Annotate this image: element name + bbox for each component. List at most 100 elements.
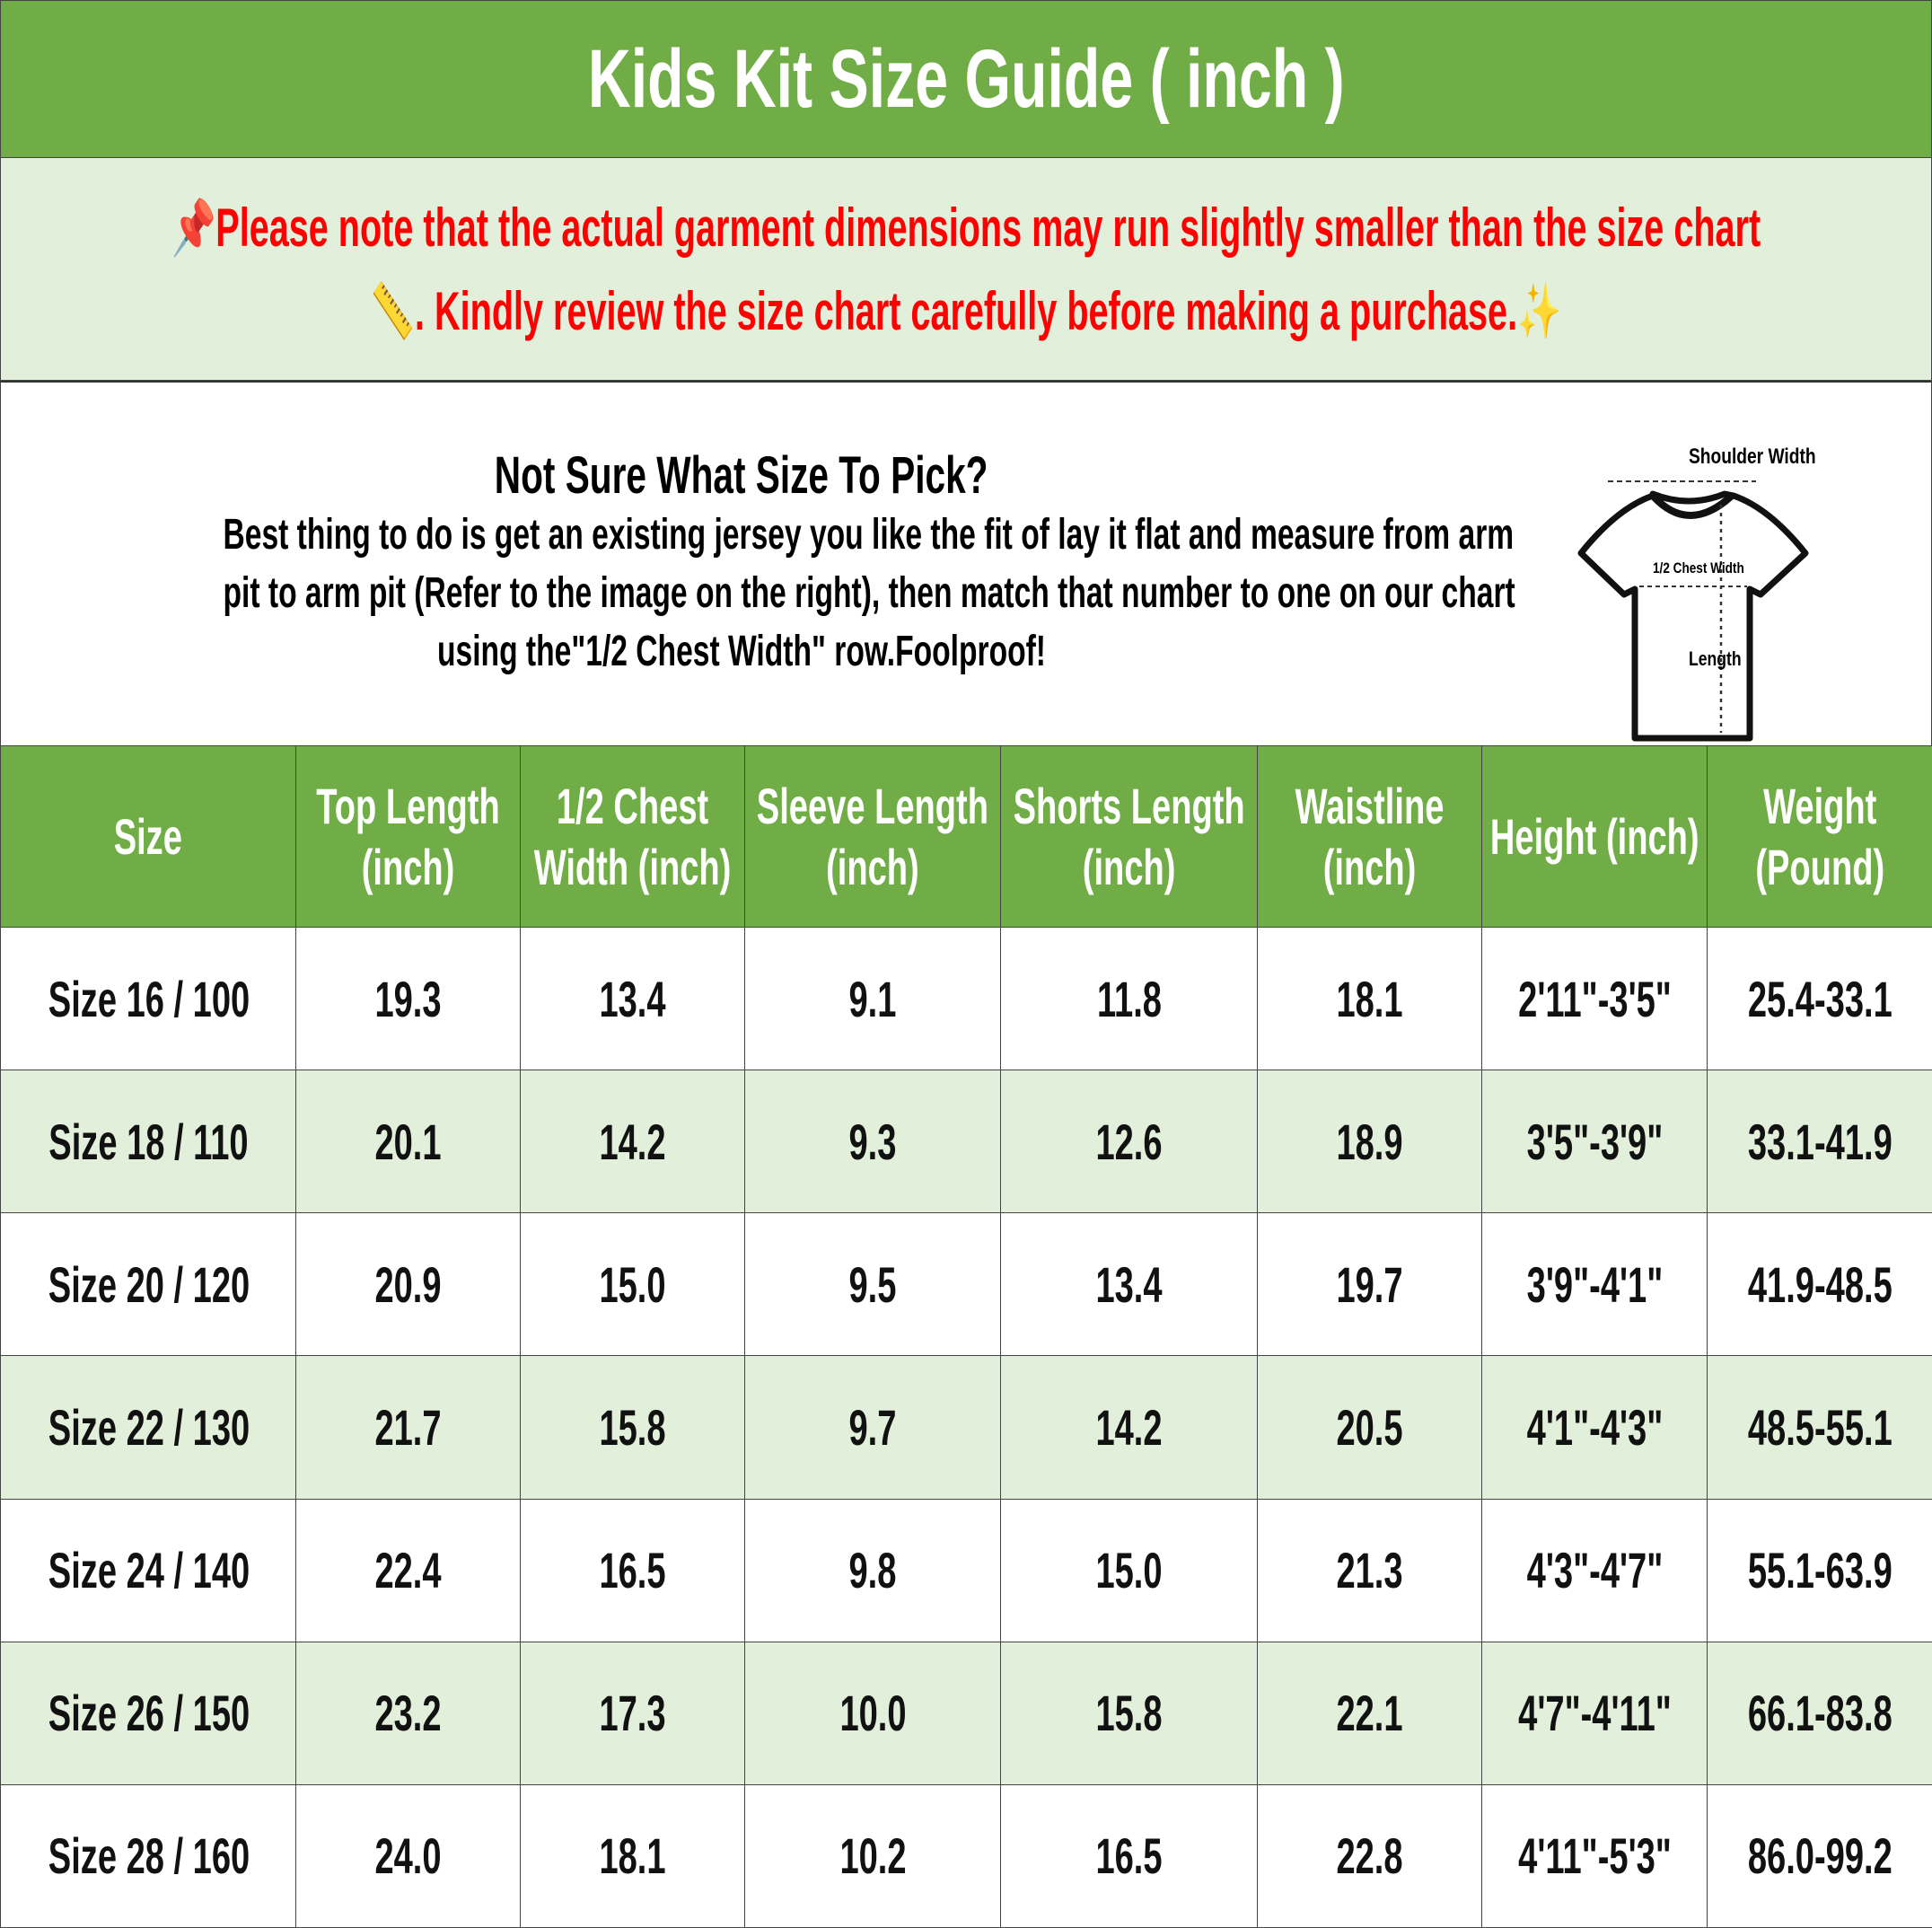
value-cell: 20.5	[1257, 1355, 1482, 1500]
size-cell: Size 20 / 120	[0, 1212, 296, 1357]
cell-text: 20.9	[374, 1255, 442, 1313]
value-cell: 18.1	[1257, 926, 1482, 1071]
cell-text: 15.8	[599, 1398, 666, 1456]
value-cell: 9.3	[744, 1070, 1001, 1214]
value-cell: 21.3	[1257, 1498, 1482, 1642]
cell-text: 9.8	[848, 1542, 897, 1599]
value-cell: 41.9-48.5	[1707, 1212, 1932, 1357]
cell-text: 66.1-83.8	[1747, 1685, 1892, 1742]
cell-text: Size 18 / 110	[48, 1113, 249, 1170]
value-cell: 24.0	[295, 1783, 521, 1928]
cell-text: 22.4	[374, 1542, 442, 1599]
cell-text: 86.0-99.2	[1747, 1827, 1892, 1885]
value-cell: 2'11"-3'5"	[1481, 926, 1708, 1071]
cell-text: 12.6	[1095, 1113, 1163, 1170]
cell-text: 14.2	[599, 1113, 666, 1170]
cell-text: Size 16 / 100	[48, 970, 250, 1027]
cell-text: 22.1	[1336, 1685, 1403, 1742]
size-cell: Size 24 / 140	[0, 1498, 296, 1642]
cell-text: 18.1	[599, 1827, 666, 1885]
value-cell: 15.8	[520, 1355, 745, 1500]
length-label: Length	[1689, 648, 1742, 670]
cell-text: 19.3	[374, 970, 442, 1027]
value-cell: 4'11"-5'3"	[1481, 1783, 1708, 1928]
cell-text: 25.4-33.1	[1747, 970, 1892, 1027]
value-cell: 15.0	[520, 1212, 745, 1357]
column-header: Height (inch)	[1481, 745, 1708, 928]
column-header: Shorts Length (inch)	[1000, 745, 1258, 928]
column-header: Top Length (inch)	[295, 745, 521, 928]
value-cell: 14.2	[520, 1070, 745, 1214]
column-header-label: Shorts Length (inch)	[1013, 777, 1245, 895]
cell-text: 11.8	[1096, 970, 1162, 1027]
cell-text: 9.3	[848, 1113, 897, 1170]
cell-text: Size 24 / 140	[48, 1542, 250, 1599]
column-header-label: Height (inch)	[1489, 807, 1699, 865]
cell-text: 2'11"-3'5"	[1518, 970, 1672, 1027]
value-cell: 4'1"-4'3"	[1481, 1355, 1708, 1500]
value-cell: 22.1	[1257, 1641, 1482, 1785]
cell-text: 55.1-63.9	[1747, 1542, 1892, 1599]
cell-text: 9.5	[848, 1255, 897, 1313]
cell-text: 16.5	[1095, 1827, 1163, 1885]
value-cell: 9.8	[744, 1498, 1001, 1642]
column-header-label: Top Length (inch)	[316, 777, 500, 895]
value-cell: 13.4	[1000, 1212, 1258, 1357]
column-header-label: Sleeve Length (inch)	[756, 777, 989, 895]
page-title: Kids Kit Size Guide ( inch )	[587, 32, 1345, 125]
table-row: Size 28 / 160 24.0 18.1 10.2 16.5 22.8 4'11"-5…	[0, 1783, 1932, 1928]
value-cell: 33.1-41.9	[1707, 1070, 1932, 1214]
cell-text: 10.2	[839, 1827, 907, 1885]
size-cell: Size 22 / 130	[0, 1355, 296, 1500]
cell-text: 4'11"-5'3"	[1518, 1827, 1672, 1885]
cell-text: 10.0	[839, 1685, 907, 1742]
cell-text: 20.5	[1336, 1398, 1403, 1456]
cell-text: 15.0	[1095, 1542, 1163, 1599]
value-cell: 3'9"-4'1"	[1481, 1212, 1708, 1357]
ruler-icon: 📏	[370, 280, 415, 341]
cell-text: 3'9"-4'1"	[1526, 1255, 1663, 1313]
table-row: Size 22 / 130 21.7 15.8 9.7 14.2 20.5 4'1"-4'3…	[0, 1355, 1932, 1500]
column-header-label: Waistline (inch)	[1295, 777, 1445, 895]
value-cell: 16.5	[1000, 1783, 1258, 1928]
value-cell: 10.2	[744, 1783, 1001, 1928]
cell-text: Size 26 / 150	[48, 1685, 250, 1742]
size-cell: Size 16 / 100	[0, 926, 296, 1071]
value-cell: 66.1-83.8	[1707, 1641, 1932, 1785]
value-cell: 20.9	[295, 1212, 521, 1357]
cell-text: 9.1	[848, 970, 897, 1027]
cell-text: 9.7	[848, 1398, 897, 1456]
cell-text: Size 22 / 130	[48, 1398, 250, 1456]
value-cell: 55.1-63.9	[1707, 1498, 1932, 1642]
cell-text: 48.5-55.1	[1747, 1398, 1892, 1456]
cell-text: 14.2	[1095, 1398, 1163, 1456]
advice-line: using the"1/2 Chest Width" row.Foolproof…	[436, 628, 1046, 675]
value-cell: 21.7	[295, 1355, 521, 1500]
tshirt-outline-icon	[1577, 490, 1809, 742]
chest-width-label: 1/2 Chest Width	[1653, 560, 1744, 577]
value-cell: 22.4	[295, 1498, 521, 1642]
size-cell: Size 18 / 110	[0, 1070, 296, 1214]
title-banner: Kids Kit Size Guide ( inch )	[0, 0, 1932, 158]
cell-text: 3'5"-3'9"	[1526, 1113, 1663, 1170]
pushpin-icon: 📌	[171, 197, 216, 258]
value-cell: 10.0	[744, 1641, 1001, 1785]
tshirt-measurement-diagram: Shoulder Width 1/2 Chest Width Length	[1577, 444, 1816, 742]
notice-line-1: 📌Please note that the actual garment dim…	[171, 197, 1761, 258]
size-chart-table: Size Top Length (inch) 1/2 Chest Width (in…	[0, 745, 1932, 1928]
value-cell: 14.2	[1000, 1355, 1258, 1500]
cell-text: Size 20 / 120	[48, 1255, 250, 1313]
size-cell: Size 28 / 160	[0, 1783, 296, 1928]
value-cell: 9.5	[744, 1212, 1001, 1357]
cell-text: 20.1	[374, 1113, 442, 1170]
table-row: Size 18 / 110 20.1 14.2 9.3 12.6 18.9 3'5"-3'9…	[0, 1070, 1932, 1214]
notice-line-2: 📏. Kindly review the size chart carefull…	[370, 280, 1562, 341]
value-cell: 12.6	[1000, 1070, 1258, 1214]
value-cell: 18.1	[520, 1783, 745, 1928]
value-cell: 22.8	[1257, 1783, 1482, 1928]
value-cell: 9.1	[744, 926, 1001, 1071]
value-cell: 15.8	[1000, 1641, 1258, 1785]
value-cell: 17.3	[520, 1641, 745, 1785]
cell-text: Size 28 / 160	[48, 1827, 250, 1885]
value-cell: 9.7	[744, 1355, 1001, 1500]
